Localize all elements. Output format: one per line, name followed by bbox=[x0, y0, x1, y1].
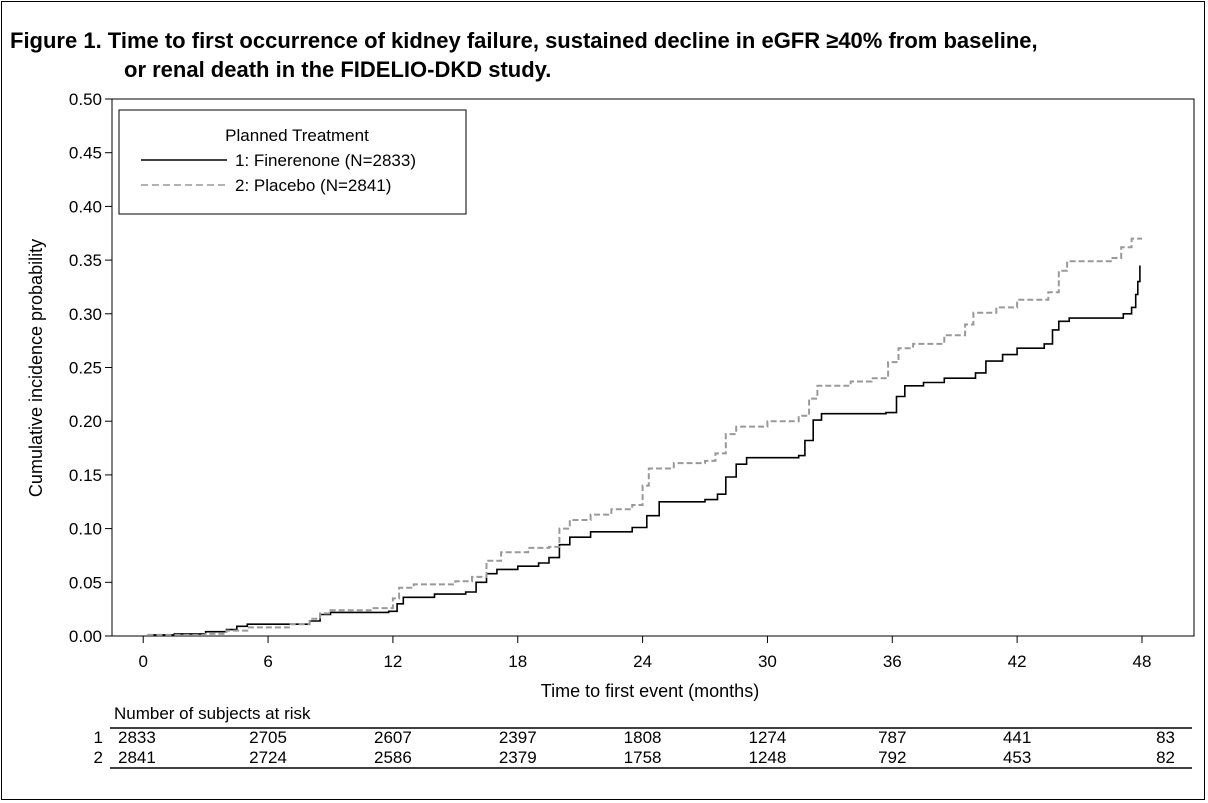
x-tick-label: 18 bbox=[508, 652, 527, 671]
y-tick-label: 0.40 bbox=[69, 197, 102, 216]
y-axis-label: Cumulative incidence probability bbox=[26, 239, 46, 497]
risk-table-cell: 1758 bbox=[624, 748, 662, 767]
y-tick-label: 0.00 bbox=[69, 627, 102, 646]
y-tick-label: 0.45 bbox=[69, 144, 102, 163]
legend: Planned Treatment 1: Finerenone (N=2833)… bbox=[118, 109, 467, 215]
risk-table-cell: 2841 bbox=[118, 748, 156, 767]
x-axis-label: Time to first event (months) bbox=[541, 681, 759, 701]
x-tick-label: 48 bbox=[1133, 652, 1152, 671]
x-axis: 0 6 12 18 24 30 36 42 48 bbox=[138, 636, 1151, 671]
y-axis: 0.00 0.05 0.10 0.15 0.20 0.25 0.30 0.35 0.40 0.45… bbox=[69, 90, 112, 646]
y-tick-label: 0.20 bbox=[69, 412, 102, 431]
risk-table-cell: 2397 bbox=[499, 728, 537, 747]
x-tick-label: 30 bbox=[758, 652, 777, 671]
y-tick-label: 0.15 bbox=[69, 466, 102, 485]
risk-table-cell: 1808 bbox=[624, 728, 662, 747]
y-tick-label: 0.35 bbox=[69, 251, 102, 270]
risk-table-cell: 2724 bbox=[249, 748, 287, 767]
series-line-finerenone bbox=[147, 265, 1141, 636]
x-tick-label: 0 bbox=[138, 652, 147, 671]
series-line-placebo bbox=[147, 237, 1142, 636]
legend-title: Planned Treatment bbox=[225, 126, 369, 145]
risk-table-cell: 453 bbox=[1003, 748, 1031, 767]
risk-table-cell: 2586 bbox=[374, 748, 412, 767]
y-tick-label: 0.10 bbox=[69, 520, 102, 539]
x-tick-label: 42 bbox=[1008, 652, 1027, 671]
risk-table-cell: 441 bbox=[1003, 728, 1031, 747]
y-tick-label: 0.25 bbox=[69, 359, 102, 378]
figure-title-line1: Figure 1. Time to first occurrence of ki… bbox=[10, 28, 1038, 53]
risk-row-label: 2 bbox=[94, 748, 103, 767]
risk-row-label: 1 bbox=[94, 728, 103, 747]
y-tick-label: 0.50 bbox=[69, 90, 102, 109]
risk-table-cell: 1248 bbox=[749, 748, 787, 767]
risk-table-cell: 2607 bbox=[374, 728, 412, 747]
risk-table-cell: 792 bbox=[878, 748, 906, 767]
risk-table-rows: 1 2833 2705 2607 2397 1808 1274 787 441 83 2 2841 27… bbox=[94, 728, 1175, 767]
y-tick-label: 0.05 bbox=[69, 573, 102, 592]
legend-entry-placebo: 2: Placebo (N=2841) bbox=[235, 176, 391, 195]
risk-table-cell: 2833 bbox=[118, 728, 156, 747]
x-tick-label: 24 bbox=[633, 652, 652, 671]
figure-title-line2: or renal death in the FIDELIO-DKD study. bbox=[124, 57, 551, 82]
risk-table-title: Number of subjects at risk bbox=[114, 704, 311, 723]
risk-table-cell: 787 bbox=[878, 728, 906, 747]
y-tick-label: 0.30 bbox=[69, 305, 102, 324]
risk-table-cell: 1274 bbox=[749, 728, 787, 747]
risk-table-cell: 2705 bbox=[249, 728, 287, 747]
legend-entry-finerenone: 1: Finerenone (N=2833) bbox=[235, 151, 416, 170]
series-layer bbox=[147, 237, 1142, 636]
legend-box bbox=[118, 109, 467, 215]
risk-table-cell: 83 bbox=[1156, 728, 1175, 747]
x-tick-label: 6 bbox=[263, 652, 272, 671]
risk-table: Number of subjects at risk 1 2833 2705 2607… bbox=[94, 704, 1192, 769]
risk-table-cell: 82 bbox=[1156, 748, 1175, 767]
x-tick-label: 36 bbox=[883, 652, 902, 671]
x-tick-label: 12 bbox=[383, 652, 402, 671]
risk-table-cell: 2379 bbox=[499, 748, 537, 767]
